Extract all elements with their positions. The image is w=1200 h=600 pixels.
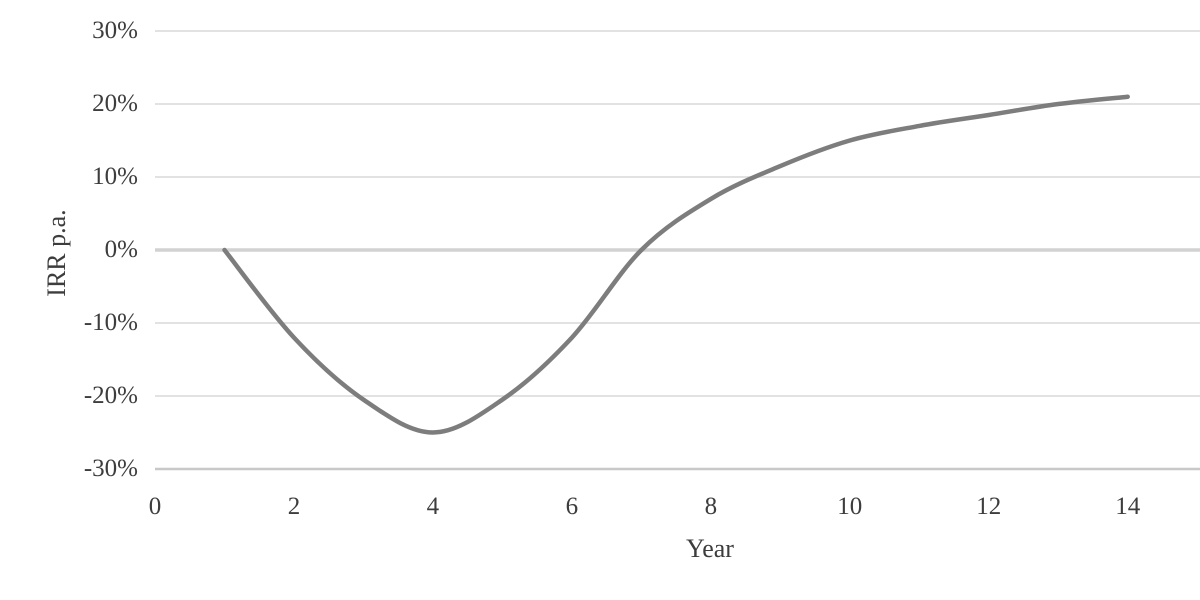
x-axis-title: Year <box>686 534 734 563</box>
horizontal-gridlines <box>155 30 1200 471</box>
x-tick-label-0: 0 <box>148 493 162 520</box>
x-tick-label-6: 6 <box>565 493 579 520</box>
irr-series-line <box>222 94 1130 435</box>
y-tick-label-0%: 0% <box>104 236 138 263</box>
y-tick-label-10%: 10% <box>92 163 138 190</box>
y-axis-title: IRR p.a. <box>42 209 71 297</box>
x-tick-label-12: 12 <box>976 493 1002 520</box>
x-tick-label-14: 14 <box>1115 493 1141 520</box>
y-tick-label--10%: -10% <box>83 309 138 336</box>
x-tick-label-8: 8 <box>704 493 718 520</box>
y-tick-label-20%: 20% <box>92 90 138 117</box>
x-tick-label-10: 10 <box>837 493 863 520</box>
x-tick-label-2: 2 <box>287 493 301 520</box>
y-tick-label--20%: -20% <box>83 382 138 409</box>
x-tick-label-4: 4 <box>426 493 440 520</box>
y-tick-label--30%: -30% <box>83 455 138 482</box>
y-tick-label-30%: 30% <box>92 17 138 44</box>
